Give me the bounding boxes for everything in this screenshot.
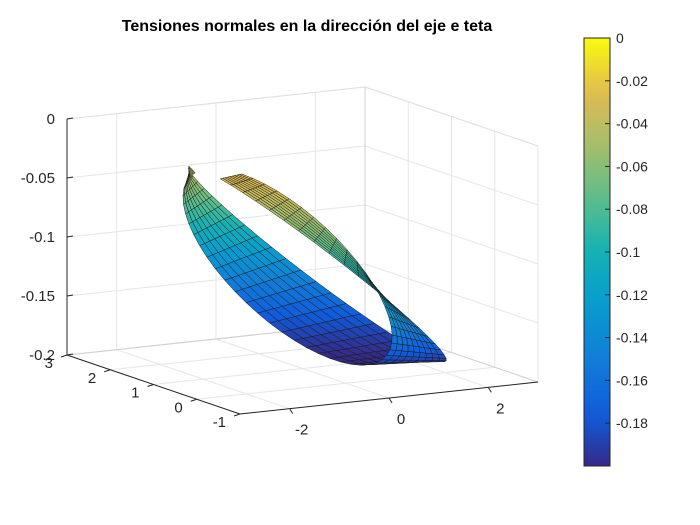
y-tick [60, 354, 68, 358]
gridline [66, 145, 366, 179]
surface-patch [188, 165, 190, 170]
colorbar-tick-label: 0 [616, 30, 624, 46]
surface-patch [396, 335, 403, 345]
colorbar-tick-label: -0.1 [616, 244, 640, 260]
surface-patch [401, 344, 409, 352]
y-tick-label: 0 [174, 399, 182, 416]
colorbar-tick-label: -0.16 [616, 372, 648, 388]
y-tick [104, 369, 111, 373]
gridline [364, 204, 539, 265]
colorbar-tick-label: -0.14 [616, 330, 648, 346]
colorbar-tick-label: -0.08 [616, 201, 648, 217]
surface-patch [372, 284, 383, 298]
chart-title: Tensiones normales en la dirección del e… [122, 18, 493, 35]
z-tick-label: -0.1 [29, 229, 55, 246]
z-tick-label: -0.15 [21, 288, 55, 305]
z-tick-label: -0.2 [29, 347, 55, 364]
colorbar-tick-label: -0.04 [616, 116, 648, 132]
box-edge [66, 86, 366, 120]
z-tick [66, 176, 74, 179]
surface-plot [182, 165, 447, 366]
colorbar-tick-label: -0.02 [616, 73, 648, 89]
surface-patch [407, 344, 415, 353]
y-tick [147, 384, 154, 387]
y-tick [190, 398, 197, 402]
x-tick-label: 2 [496, 400, 504, 417]
colorbar-tick-label: -0.18 [616, 415, 648, 431]
colorbar: 0 -0.02 -0.04 -0.06 -0.08 -0.1 -0.12 -0.14 -0.16… [583, 30, 648, 467]
box-edge [364, 86, 539, 147]
gridline [66, 263, 366, 297]
x-tick-label: 0 [397, 411, 405, 428]
z-tick-label: -0.05 [21, 170, 55, 187]
y-tick-label: 3 [45, 355, 53, 372]
z-tick-label: 0 [47, 111, 55, 128]
z-tick [66, 235, 74, 238]
z-tick [66, 117, 74, 120]
z-tick [66, 353, 74, 356]
gridline [364, 145, 539, 206]
x-tick [289, 408, 294, 414]
colorbar-tick-label: -0.06 [616, 158, 648, 174]
axes-grid [66, 86, 539, 415]
z-tick [66, 294, 74, 297]
surface-patch [323, 227, 337, 241]
x-tick-label: -2 [295, 422, 308, 439]
gridline [196, 366, 495, 400]
y-tick-label: 2 [88, 370, 96, 387]
colorbar-tick-label: -0.12 [616, 287, 648, 303]
gridline [364, 263, 539, 324]
y-tick [233, 413, 241, 417]
axis-ticks: -2 0 2 -1 0 1 2 3-0.2 -0.15 -0.1 -0.05 0 [21, 111, 505, 439]
surface-patch [391, 334, 398, 344]
x-tick [487, 387, 492, 393]
x-tick [388, 397, 393, 404]
y-tick-label: 1 [131, 385, 139, 402]
y-tick-label: -1 [213, 414, 226, 431]
